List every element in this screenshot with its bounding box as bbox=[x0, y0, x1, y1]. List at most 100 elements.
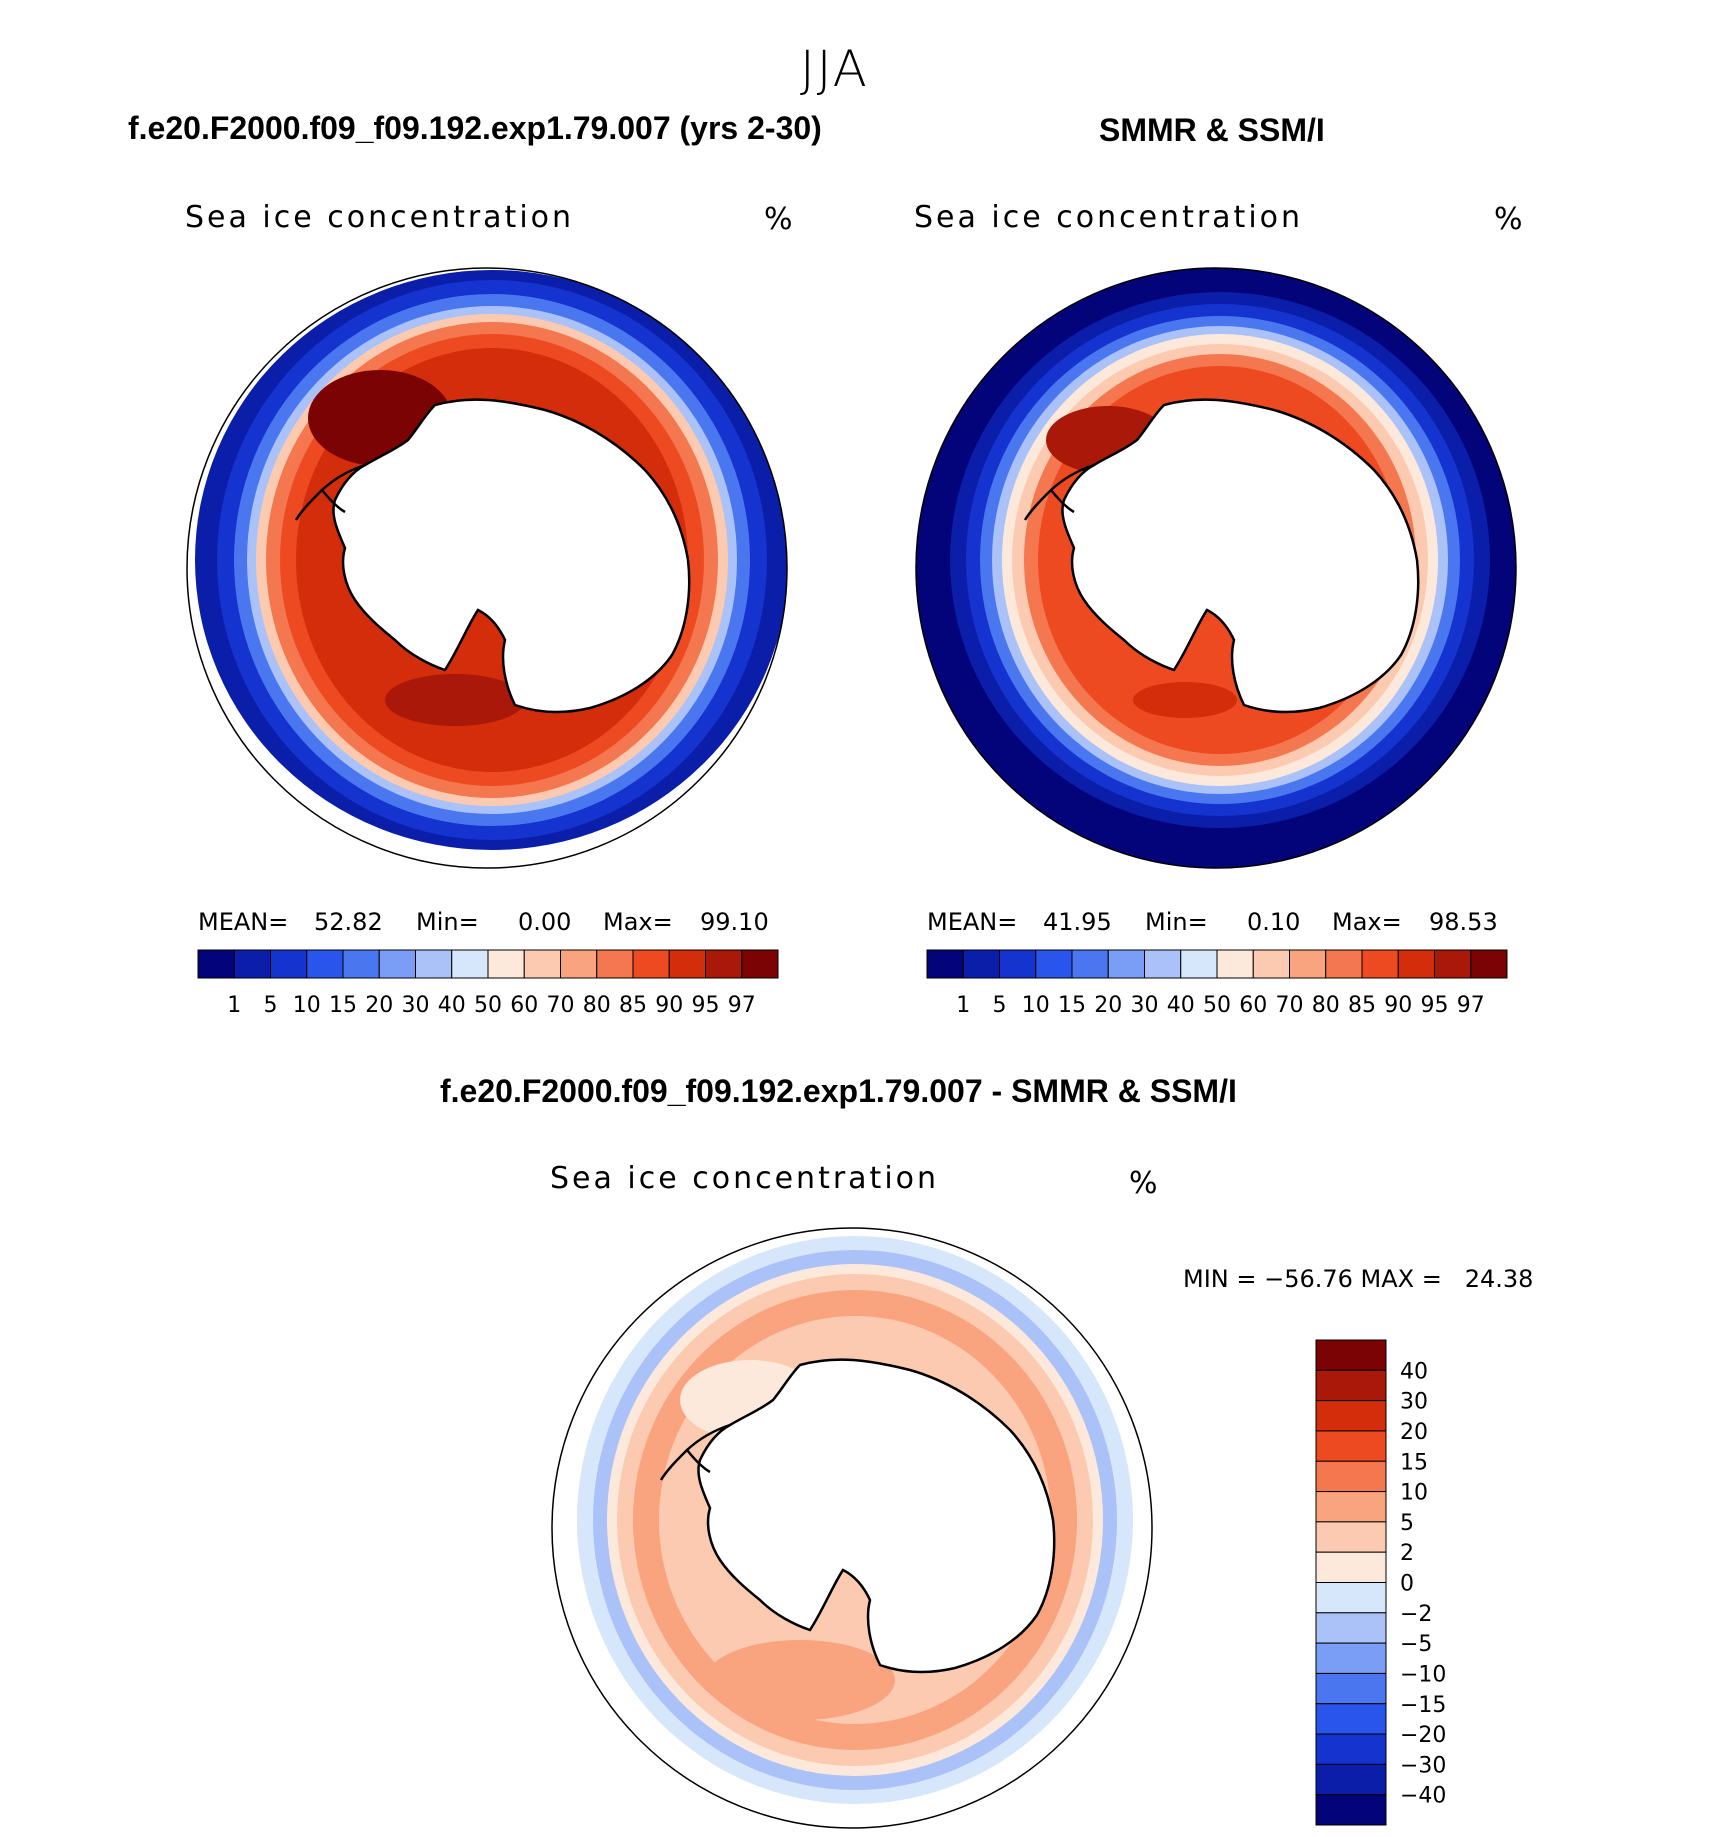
obs-mean-label: MEAN= bbox=[927, 908, 1018, 936]
model-colorbar-swatch bbox=[560, 949, 598, 979]
model-colorbar-tick-label: 40 bbox=[438, 993, 466, 1018]
obs-colorbar-swatch bbox=[1107, 949, 1145, 979]
diff-colorbar-tick-label: −5 bbox=[1400, 1632, 1432, 1657]
model-colorbar-swatch bbox=[197, 949, 235, 979]
obs-colorbar-swatch bbox=[1252, 949, 1290, 979]
diff-peninsula bbox=[659, 1423, 731, 1481]
model-colorbar-swatch bbox=[741, 949, 779, 979]
diff-colorbar-tick-label: 30 bbox=[1400, 1390, 1428, 1415]
diff-ross-positive bbox=[705, 1640, 895, 1720]
obs-colorbar-swatch bbox=[1035, 949, 1073, 979]
model-colorbar-swatch bbox=[523, 949, 561, 979]
diff-colorbar-tick-label: 10 bbox=[1400, 1481, 1428, 1506]
obs-colorbar: 1 5 10 15 20 30 40 50 60 70 80 85 90 95 97 bbox=[926, 949, 1508, 1018]
obs-colorbar-swatch bbox=[1144, 949, 1182, 979]
model-colorbar-tick-label: 5 bbox=[264, 993, 278, 1018]
model-colorbar-tick-label: 95 bbox=[692, 993, 720, 1018]
obs-variable-label: Sea ice concentration bbox=[914, 200, 1304, 235]
model-colorbar-swatch bbox=[415, 949, 453, 979]
model-colorbar-tick-label: 20 bbox=[365, 993, 393, 1018]
obs-units-label: % bbox=[1494, 202, 1526, 237]
obs-min-value: 0.10 bbox=[1247, 908, 1301, 936]
obs-colorbar-tick-label: 20 bbox=[1094, 993, 1122, 1018]
diff-colorbar-tick-label: 15 bbox=[1400, 1450, 1428, 1475]
model-colorbar-tick-label: 1 bbox=[227, 993, 241, 1018]
diff-colorbar-swatch bbox=[1315, 1430, 1387, 1462]
model-variable-label: Sea ice concentration bbox=[185, 200, 575, 235]
model-colorbar: 1 5 10 15 20 30 40 50 60 70 80 85 90 95 97 bbox=[197, 949, 779, 1018]
model-antarctica bbox=[332, 398, 691, 714]
obs-colorbar-swatch bbox=[1397, 949, 1435, 979]
diff-panel-title: f.e20.F2000.f09_f09.192.exp1.79.007 - SM… bbox=[440, 1073, 1237, 1109]
obs-colorbar-swatch bbox=[1325, 949, 1363, 979]
model-colorbar-swatch bbox=[632, 949, 670, 979]
model-max-value: 99.10 bbox=[700, 908, 769, 936]
season-title: JJA bbox=[800, 40, 869, 98]
model-colorbar-swatch bbox=[306, 949, 344, 979]
obs-panel-title: SMMR & SSM/I bbox=[1099, 112, 1325, 148]
diff-colorbar-swatch bbox=[1315, 1642, 1387, 1674]
model-colorbar-swatch bbox=[668, 949, 706, 979]
obs-map bbox=[915, 267, 1517, 869]
obs-colorbar-swatch bbox=[1180, 949, 1218, 979]
obs-min-label: Min= bbox=[1145, 908, 1208, 936]
obs-colorbar-swatch bbox=[962, 949, 1000, 979]
diff-colorbar-swatch bbox=[1315, 1672, 1387, 1705]
diff-colorbar-swatch bbox=[1315, 1703, 1387, 1735]
diff-colorbar-swatch bbox=[1315, 1612, 1387, 1644]
diff-colorbar-swatch bbox=[1315, 1400, 1387, 1432]
model-colorbar-tick-label: 60 bbox=[510, 993, 538, 1018]
model-map bbox=[186, 267, 788, 869]
obs-colorbar-swatch bbox=[1216, 949, 1254, 979]
model-colorbar-tick-label: 10 bbox=[293, 993, 321, 1018]
diff-variable-label: Sea ice concentration bbox=[550, 1161, 940, 1196]
diff-colorbar-swatch bbox=[1315, 1582, 1387, 1614]
diff-colorbar-tick-label: 5 bbox=[1400, 1511, 1414, 1536]
obs-ice-max-ross bbox=[1133, 682, 1237, 718]
obs-colorbar-tick-label: 50 bbox=[1203, 993, 1231, 1018]
diff-colorbar-swatch bbox=[1315, 1339, 1387, 1371]
model-colorbar-tick-label: 97 bbox=[728, 993, 756, 1018]
obs-colorbar-swatch bbox=[1470, 949, 1508, 979]
obs-colorbar-tick-label: 70 bbox=[1276, 993, 1304, 1018]
diff-colorbar-tick-label: −15 bbox=[1400, 1693, 1446, 1718]
model-colorbar-swatch bbox=[342, 949, 380, 979]
model-ice-max-ross bbox=[385, 674, 525, 726]
model-colorbar-swatch bbox=[705, 949, 743, 979]
obs-colorbar-swatch bbox=[999, 949, 1037, 979]
model-colorbar-tick-label: 30 bbox=[402, 993, 430, 1018]
model-mean-label: MEAN= bbox=[198, 908, 289, 936]
obs-colorbar-tick-label: 97 bbox=[1457, 993, 1485, 1018]
model-max-label: Max= bbox=[603, 908, 673, 936]
obs-colorbar-tick-label: 15 bbox=[1058, 993, 1086, 1018]
diff-map bbox=[551, 1227, 1153, 1829]
diff-colorbar-tick-label: 40 bbox=[1400, 1359, 1428, 1384]
diff-colorbar-tick-label: −40 bbox=[1400, 1784, 1446, 1809]
diff-colorbar-tick-label: −2 bbox=[1400, 1602, 1432, 1627]
diff-units-label: % bbox=[1129, 1166, 1161, 1201]
obs-colorbar-tick-label: 90 bbox=[1384, 993, 1412, 1018]
obs-colorbar-tick-label: 40 bbox=[1167, 993, 1195, 1018]
diff-colorbar-tick-label: −20 bbox=[1400, 1723, 1446, 1748]
obs-map-boundary bbox=[915, 267, 1517, 869]
obs-colorbar-tick-label: 95 bbox=[1421, 993, 1449, 1018]
obs-colorbar-swatch bbox=[926, 949, 964, 979]
obs-colorbar-swatch bbox=[1361, 949, 1399, 979]
model-mean-value: 52.82 bbox=[314, 908, 383, 936]
diff-colorbar-swatch bbox=[1315, 1551, 1387, 1583]
model-colorbar-tick-label: 90 bbox=[655, 993, 683, 1018]
obs-colorbar-tick-label: 10 bbox=[1022, 993, 1050, 1018]
diff-colorbar-swatch bbox=[1315, 1369, 1387, 1402]
diff-minmax-text: MIN = −56.76 MAX = 24.38 bbox=[1183, 1265, 1534, 1293]
model-panel-title: f.e20.F2000.f09_f09.192.exp1.79.007 (yrs… bbox=[128, 110, 822, 146]
obs-colorbar-swatch bbox=[1434, 949, 1472, 979]
obs-colorbar-tick-label: 5 bbox=[993, 993, 1007, 1018]
model-map-boundary bbox=[186, 267, 788, 869]
obs-max-label: Max= bbox=[1332, 908, 1402, 936]
obs-mean-value: 41.95 bbox=[1043, 908, 1112, 936]
model-colorbar-swatch bbox=[487, 949, 525, 979]
model-units-label: % bbox=[764, 202, 796, 237]
model-min-value: 0.00 bbox=[518, 908, 572, 936]
model-colorbar-swatch bbox=[378, 949, 416, 979]
